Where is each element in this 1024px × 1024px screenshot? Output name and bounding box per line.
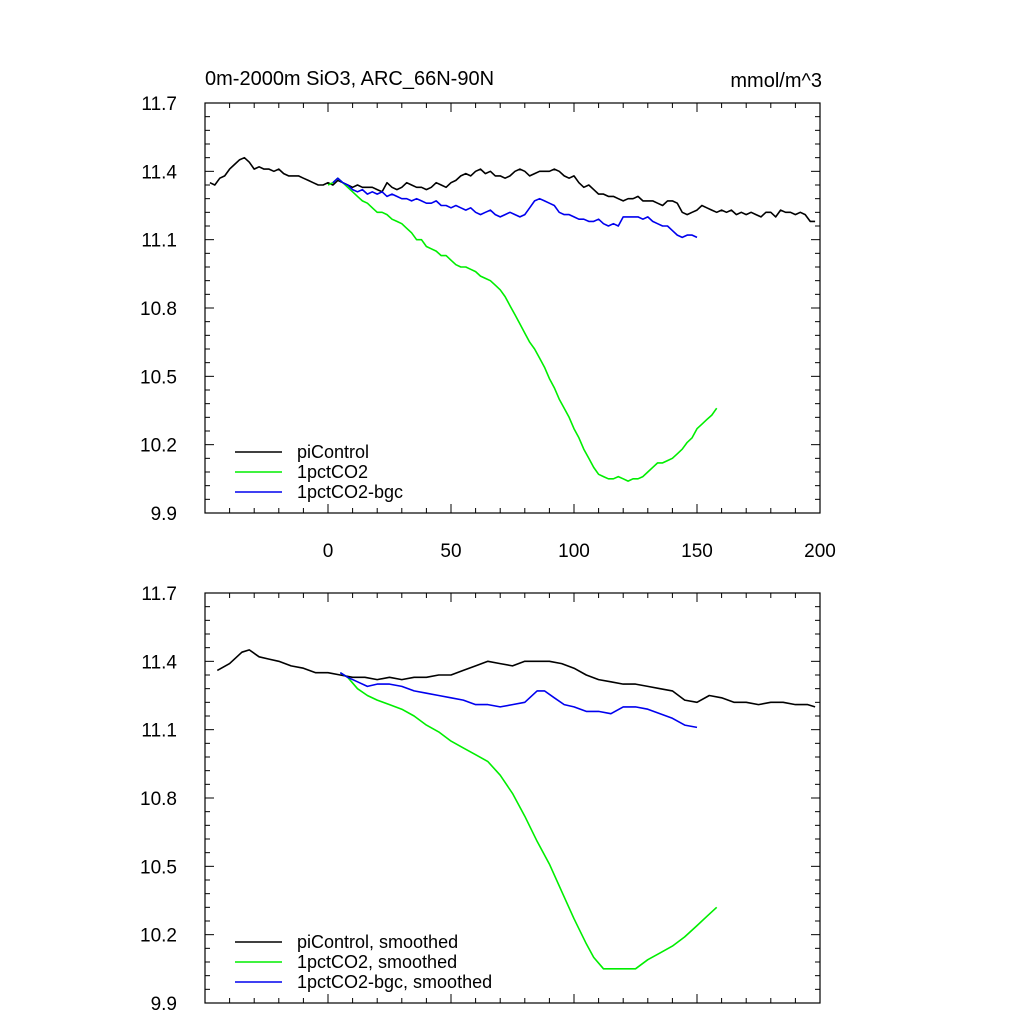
bottom-y-tick-label: 11.4	[141, 652, 177, 673]
top-x-tick-label: 0	[323, 541, 334, 562]
top-legend-label: piControl	[297, 442, 369, 462]
bottom-series-line	[339, 672, 718, 970]
bottom-y-tick-label: 11.1	[141, 721, 177, 742]
bottom-legend-label: piControl, smoothed	[297, 932, 458, 952]
top-legend-label: 1pctCO2	[297, 462, 368, 482]
top-y-tick-label: 11.1	[141, 231, 177, 252]
top-series-line	[209, 156, 816, 223]
top-x-tick-label: 100	[558, 541, 590, 562]
bottom-series-line	[339, 672, 698, 729]
bottom-y-tick-label: 10.8	[140, 789, 177, 810]
top-series-line	[332, 177, 698, 239]
bottom-legend-label: 1pctCO2, smoothed	[297, 952, 457, 972]
top-y-tick-label: 10.5	[140, 367, 177, 388]
top-legend-label: 1pctCO2-bgc	[297, 482, 403, 502]
top-y-tick-label: 11.7	[141, 94, 177, 115]
top-y-tick-label: 10.2	[140, 436, 177, 457]
bottom-y-tick-label: 9.9	[151, 994, 177, 1015]
bottom-y-tick-label: 10.5	[140, 857, 177, 878]
bottom-series-line	[216, 649, 816, 708]
top-chart-units: mmol/m^3	[730, 70, 822, 92]
top-series-line	[327, 177, 718, 482]
bottom-y-tick-label: 11.7	[141, 584, 177, 605]
top-chart-title: 0m-2000m SiO3, ARC_66N-90N	[205, 68, 494, 90]
bottom-legend-label: 1pctCO2-bgc, smoothed	[297, 972, 492, 992]
bottom-y-tick-label: 10.2	[140, 926, 177, 947]
top-y-tick-label: 9.9	[151, 504, 177, 525]
top-x-tick-label: 50	[440, 541, 461, 562]
top-y-tick-label: 11.4	[141, 162, 177, 183]
top-x-tick-label: 200	[804, 541, 836, 562]
top-x-tick-label: 150	[681, 541, 713, 562]
top-y-tick-label: 10.8	[140, 299, 177, 320]
